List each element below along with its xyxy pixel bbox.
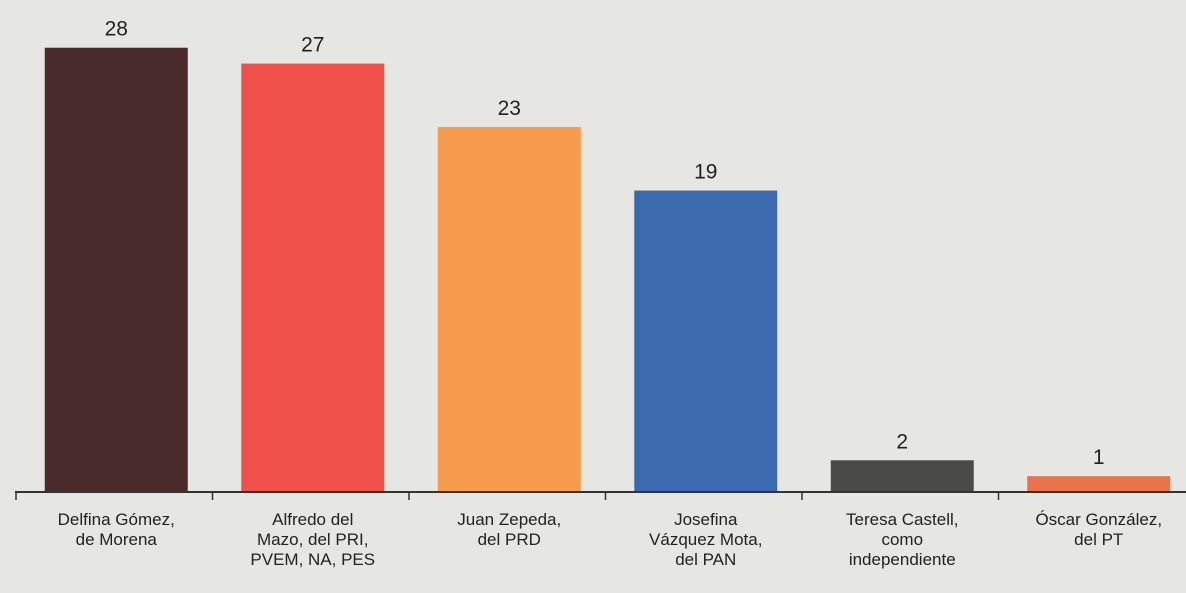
x-tick-label: Teresa Castell, como independiente (846, 510, 959, 569)
bar (1027, 476, 1171, 492)
value-label: 1 (1093, 446, 1105, 469)
x-tick-label: Alfredo del Mazo, del PRI, PVEM, NA, PES (250, 510, 376, 569)
bar (44, 47, 188, 492)
x-tick-label: Óscar González, del PT (1035, 510, 1163, 549)
x-tick-label: Delfina Gómez, de Morena (57, 510, 175, 549)
value-label: 23 (498, 97, 521, 120)
x-tick-label: Josefina Vázquez Mota, del PAN (649, 510, 763, 569)
bar (241, 63, 385, 492)
x-tick-label: Juan Zepeda, del PRD (457, 510, 562, 549)
value-label: 2 (896, 430, 908, 453)
value-label: 27 (301, 34, 324, 57)
bar (437, 127, 581, 493)
value-label: 19 (694, 161, 717, 184)
bar (830, 460, 974, 492)
bar (634, 190, 778, 493)
value-label: 28 (105, 18, 128, 41)
